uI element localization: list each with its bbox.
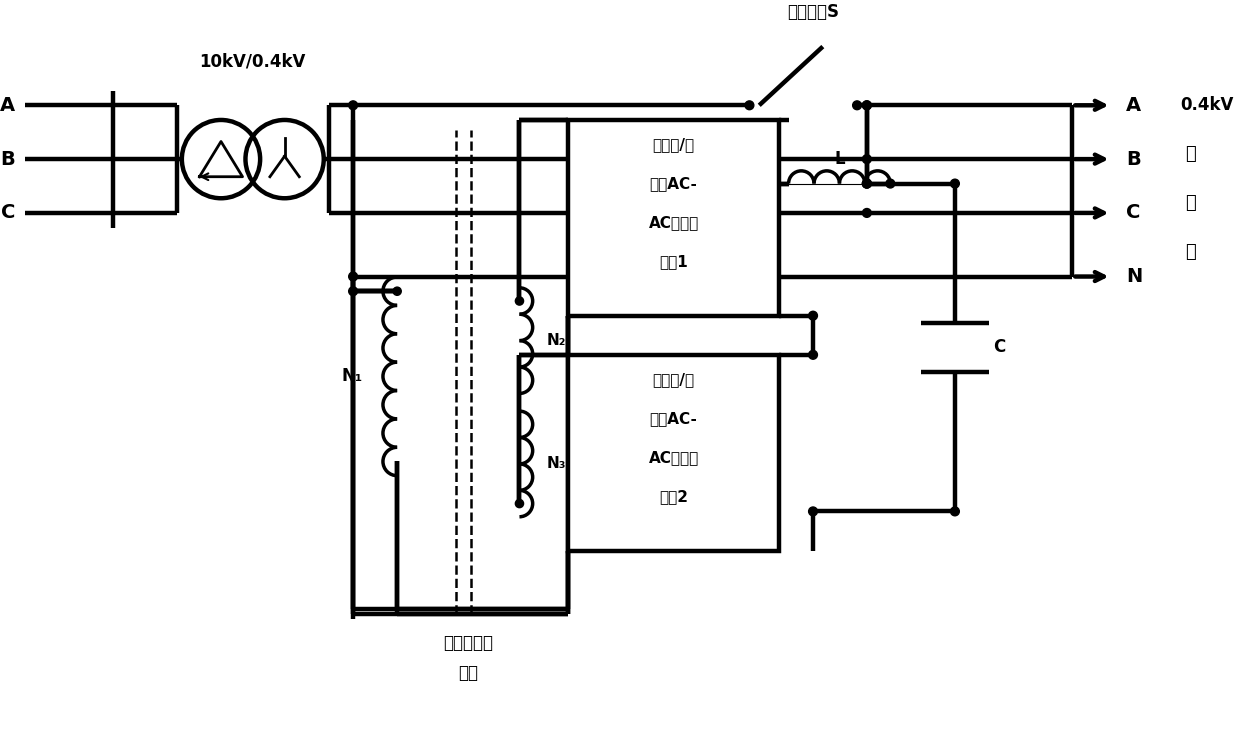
FancyBboxPatch shape bbox=[568, 355, 779, 550]
Circle shape bbox=[348, 287, 357, 296]
Text: N₃: N₃ bbox=[547, 456, 567, 472]
Text: C: C bbox=[993, 339, 1006, 356]
Text: 旁路开关S: 旁路开关S bbox=[787, 4, 839, 21]
Circle shape bbox=[808, 507, 817, 516]
Text: L: L bbox=[835, 150, 844, 168]
Text: 模块1: 模块1 bbox=[660, 254, 688, 269]
Text: 用: 用 bbox=[1185, 145, 1195, 164]
Text: 双降压/升: 双降压/升 bbox=[652, 137, 694, 152]
Text: 压型AC-: 压型AC- bbox=[650, 411, 698, 426]
Circle shape bbox=[951, 507, 960, 516]
Text: N₁: N₁ bbox=[342, 367, 363, 385]
Text: 侧: 侧 bbox=[1185, 243, 1195, 261]
Text: AC变换器: AC变换器 bbox=[649, 215, 698, 230]
Circle shape bbox=[808, 311, 817, 320]
Circle shape bbox=[516, 499, 523, 507]
Circle shape bbox=[885, 179, 895, 188]
Circle shape bbox=[863, 209, 872, 218]
Text: A: A bbox=[0, 96, 15, 115]
Text: C: C bbox=[1126, 204, 1141, 223]
Text: 0.4kV: 0.4kV bbox=[1180, 96, 1234, 115]
Text: 双分裂式变: 双分裂式变 bbox=[443, 634, 494, 653]
Circle shape bbox=[951, 179, 960, 188]
Circle shape bbox=[808, 350, 817, 359]
Text: 户: 户 bbox=[1185, 194, 1195, 212]
Text: 模块2: 模块2 bbox=[660, 489, 688, 504]
Circle shape bbox=[393, 287, 402, 296]
Text: 双降压/升: 双降压/升 bbox=[652, 372, 694, 387]
Text: B: B bbox=[1126, 150, 1141, 169]
Text: 10kV/0.4kV: 10kV/0.4kV bbox=[200, 53, 306, 70]
Circle shape bbox=[863, 101, 872, 110]
Circle shape bbox=[863, 101, 872, 110]
Circle shape bbox=[745, 101, 754, 110]
Text: N₂: N₂ bbox=[547, 333, 567, 348]
Circle shape bbox=[863, 155, 872, 164]
Text: A: A bbox=[1126, 96, 1141, 115]
Text: AC变换器: AC变换器 bbox=[649, 450, 698, 465]
Circle shape bbox=[863, 179, 872, 188]
Text: C: C bbox=[1, 204, 15, 223]
Circle shape bbox=[863, 179, 872, 188]
Text: B: B bbox=[1, 150, 15, 169]
Text: N: N bbox=[1126, 267, 1142, 286]
Circle shape bbox=[516, 297, 523, 305]
Text: 压器: 压器 bbox=[458, 664, 479, 682]
Circle shape bbox=[348, 272, 357, 281]
Circle shape bbox=[863, 179, 872, 188]
Circle shape bbox=[853, 101, 862, 110]
FancyBboxPatch shape bbox=[568, 120, 779, 315]
Circle shape bbox=[348, 101, 357, 110]
Text: 压型AC-: 压型AC- bbox=[650, 176, 698, 191]
